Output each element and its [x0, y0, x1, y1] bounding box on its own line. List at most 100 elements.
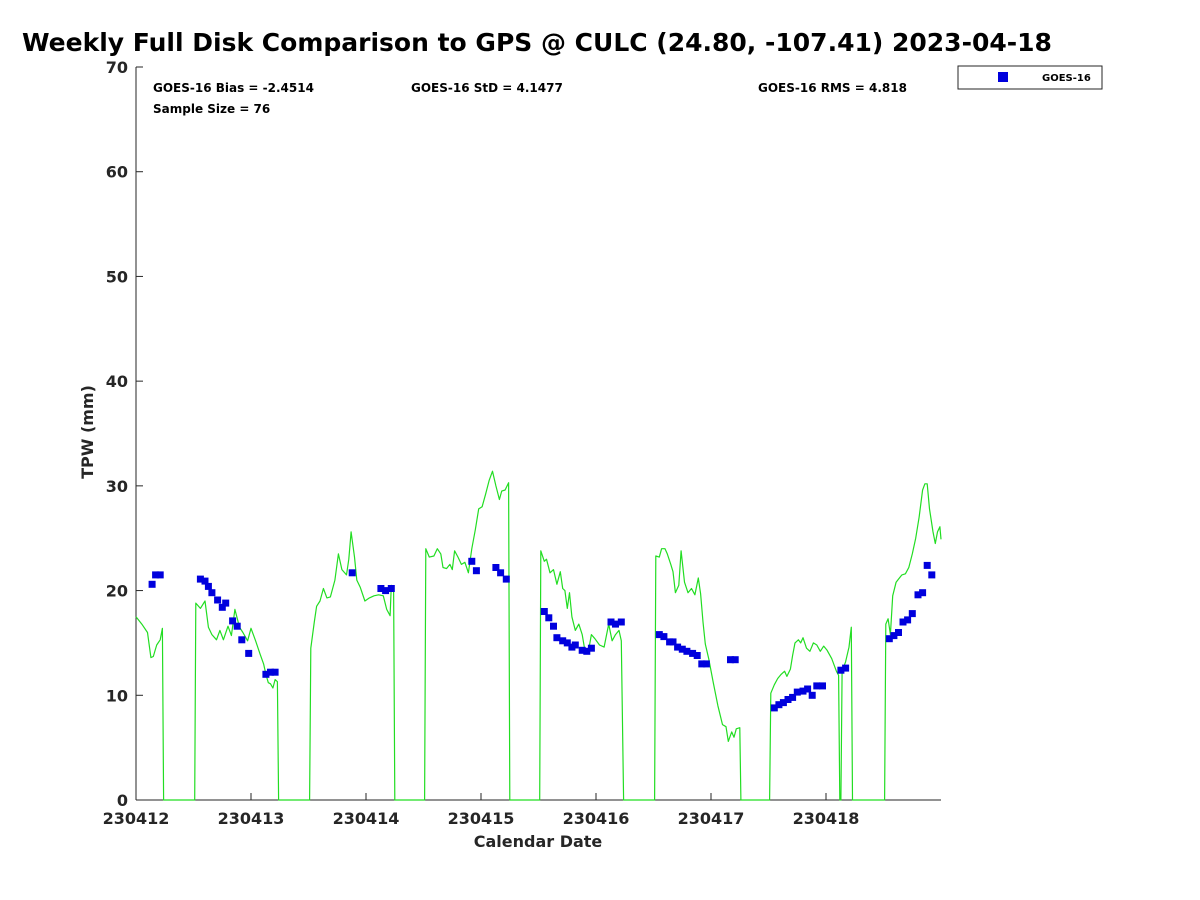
- goes-point: [674, 643, 682, 651]
- sample-size-stat: Sample Size = 76: [153, 102, 270, 116]
- goes-point: [583, 647, 591, 655]
- goes-point: [563, 639, 571, 647]
- goes-point: [895, 629, 902, 636]
- goes-point: [540, 608, 548, 615]
- legend-label-goes: GOES-16: [1042, 73, 1091, 84]
- std-stat: GOES-16 StD = 4.1477: [411, 81, 563, 95]
- goes-point: [559, 637, 567, 645]
- goes-point: [196, 575, 204, 583]
- x-tick-label: 230413: [218, 809, 285, 828]
- y-tick-label: 20: [106, 582, 128, 601]
- goes-point: [617, 618, 625, 626]
- gps-series-group: [135, 470, 942, 801]
- goes-point: [727, 656, 734, 664]
- goes-point: [238, 636, 246, 644]
- goes-point: [578, 646, 586, 654]
- goes-point: [348, 569, 356, 577]
- gps-line: [135, 470, 942, 801]
- y-tick-label: 50: [106, 267, 128, 286]
- goes-point: [890, 632, 898, 640]
- x-tick-label: 230415: [448, 809, 515, 828]
- goes-point: [919, 589, 927, 597]
- legend: GOES-16: [957, 65, 1103, 90]
- goes-point: [271, 668, 279, 676]
- goes-point: [813, 682, 821, 690]
- plot-frame: [135, 67, 941, 801]
- goes-point: [804, 685, 812, 693]
- y-axis-label: TPW (mm): [78, 385, 97, 479]
- goes-point: [784, 696, 792, 703]
- goes-point: [698, 660, 706, 668]
- goes-point: [914, 591, 922, 599]
- goes-point: [731, 656, 739, 664]
- x-tick-label: 230414: [333, 809, 400, 828]
- goes-point: [669, 638, 677, 646]
- goes-point: [660, 633, 668, 641]
- goes-point: [837, 666, 845, 674]
- goes-point: [204, 582, 212, 590]
- goes-point: [545, 614, 553, 622]
- goes-point: [928, 571, 936, 579]
- axes-group: 0 10 20 30 40 50 60 70 230412 230413 230414 230415 2…: [103, 58, 860, 828]
- goes-point: [382, 587, 390, 595]
- goes-point: [148, 580, 156, 588]
- goes-point: [607, 618, 615, 626]
- legend-swatch-goes: [998, 72, 1008, 82]
- goes-point: [245, 649, 253, 657]
- x-tick-label: 230412: [103, 809, 170, 828]
- goes-point: [156, 571, 164, 579]
- goes-point: [387, 585, 395, 592]
- x-tick-label: 230417: [678, 809, 745, 828]
- goes-point: [587, 644, 595, 652]
- y-tick-label: 10: [106, 686, 128, 705]
- goes-point: [233, 622, 241, 630]
- goes-point: [553, 634, 561, 642]
- goes-point: [571, 641, 579, 649]
- goes-point: [208, 589, 216, 597]
- goes-point: [770, 704, 778, 712]
- goes-point: [377, 585, 385, 592]
- goes-point: [779, 699, 787, 707]
- goes-point: [799, 687, 807, 695]
- goes-point: [497, 569, 505, 577]
- goes-point: [502, 575, 510, 583]
- goes-point: [775, 701, 783, 709]
- goes-point: [908, 610, 916, 618]
- goes-point: [899, 618, 907, 626]
- goes-point: [923, 561, 931, 569]
- goes-point: [702, 660, 710, 668]
- x-tick-label: 230418: [793, 809, 860, 828]
- goes-point: [201, 577, 209, 585]
- goes-point: [842, 664, 850, 672]
- goes-point: [789, 693, 797, 701]
- y-tick-label: 60: [106, 163, 128, 182]
- y-tick-label: 40: [106, 372, 128, 391]
- goes-point: [492, 564, 500, 571]
- goes-point: [222, 599, 230, 607]
- goes-point: [612, 620, 619, 628]
- rms-stat: GOES-16 RMS = 4.818: [758, 81, 907, 95]
- goes-point: [218, 603, 226, 611]
- goes-point: [819, 682, 826, 690]
- goes-point: [262, 670, 270, 678]
- goes-point: [267, 668, 274, 676]
- goes-point: [683, 647, 691, 655]
- goes-point: [693, 652, 701, 659]
- goes-point: [689, 649, 697, 657]
- x-tick-label: 230416: [563, 809, 630, 828]
- y-tick-label: 0: [117, 791, 128, 810]
- bias-stat: GOES-16 Bias = -2.4514: [153, 81, 314, 95]
- goes-point: [885, 635, 893, 643]
- chart-title: Weekly Full Disk Comparison to GPS @ CUL…: [22, 28, 1052, 57]
- goes-point: [550, 622, 557, 630]
- goes-point: [468, 557, 476, 565]
- goes-point: [678, 645, 686, 653]
- goes-point: [229, 617, 237, 625]
- legend-box: [957, 65, 1103, 90]
- goes-point: [655, 631, 663, 639]
- y-tick-label: 70: [106, 58, 128, 77]
- goes-point: [904, 616, 912, 624]
- goes-point: [214, 596, 222, 604]
- goes-point: [808, 691, 816, 699]
